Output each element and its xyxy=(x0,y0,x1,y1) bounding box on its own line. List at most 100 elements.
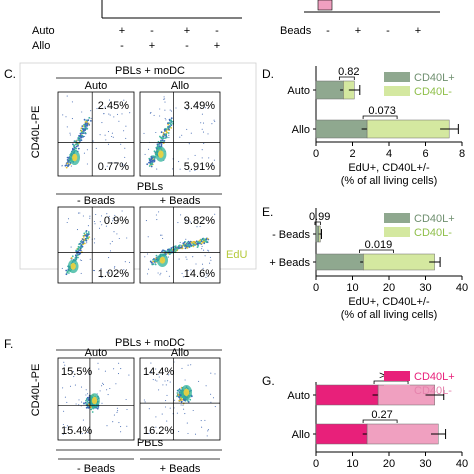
bar-segment-cd40l-pos xyxy=(315,80,344,100)
flow-dot xyxy=(161,136,163,139)
flow-dot xyxy=(167,256,169,258)
flow-dot xyxy=(78,404,80,406)
bar-segment-cd40l-pos xyxy=(315,423,368,445)
quadrant-value-upper-right: 2.45% xyxy=(98,100,129,112)
flow-dot xyxy=(120,431,122,433)
flow-dot xyxy=(107,143,110,145)
p-value-bracket xyxy=(362,419,398,423)
flow-dot xyxy=(196,242,199,245)
flow-dot xyxy=(115,162,117,164)
flow-dot xyxy=(210,393,212,395)
flow-dot xyxy=(150,165,153,168)
flow-dot xyxy=(101,276,103,278)
flow-dot xyxy=(113,116,115,118)
flow-dot xyxy=(81,433,83,435)
flow-dot xyxy=(208,157,210,159)
quadrant-value-lower-right: 14.6% xyxy=(184,268,215,280)
flow-dot xyxy=(148,268,150,270)
condition-name: Auto xyxy=(32,25,55,37)
flow-dot xyxy=(169,125,172,128)
flow-dot xyxy=(184,379,186,381)
condition-mark: + xyxy=(355,25,361,37)
flow-dot xyxy=(155,426,157,428)
flow-dot xyxy=(66,95,68,97)
x-tick-label: 10 xyxy=(346,282,358,294)
flow-dot xyxy=(190,132,192,134)
flow-dot xyxy=(83,152,85,154)
flow-dot xyxy=(197,244,200,247)
flow-dot xyxy=(161,139,164,142)
flow-dot xyxy=(167,380,169,382)
flow-dot xyxy=(170,247,173,249)
flow-dot xyxy=(62,114,64,116)
flow-dot xyxy=(186,422,188,424)
quadrant-value-upper-left: 14.4% xyxy=(143,366,174,378)
flow-dot xyxy=(87,225,89,227)
legend-label: CD40L- xyxy=(414,86,452,98)
flow-dot xyxy=(116,233,118,235)
flow-dot xyxy=(117,410,119,412)
flow-dot xyxy=(150,362,152,364)
flow-dot xyxy=(199,239,202,242)
flow-dot xyxy=(154,379,156,381)
flow-dot xyxy=(99,390,101,392)
flow-dot xyxy=(108,272,111,274)
flow-dot xyxy=(64,396,66,398)
quadrant-value-lower-right: 0.77% xyxy=(98,161,129,173)
flow-dot xyxy=(179,397,182,400)
legend-swatch xyxy=(384,385,410,395)
flow-dot xyxy=(77,256,79,259)
flow-dot xyxy=(95,213,97,216)
flow-dot xyxy=(162,237,164,240)
flow-dot xyxy=(179,394,182,397)
flow-dot xyxy=(203,249,205,251)
flow-dot xyxy=(100,215,103,217)
flow-dot xyxy=(158,376,160,378)
flow-dot xyxy=(209,262,211,264)
flow-panel-f: CD40L-PE PBLs + moDC PBLs Auto15.5%15.4%… xyxy=(30,337,222,474)
flow-dot xyxy=(156,143,159,146)
flow-dot xyxy=(164,98,166,100)
condition-mark: - xyxy=(120,40,124,52)
flow-dot xyxy=(123,99,125,101)
flow-dot xyxy=(180,246,183,249)
panel-label-d: D. xyxy=(262,67,274,81)
flow-dot xyxy=(157,272,159,274)
flow-dot xyxy=(87,431,89,433)
top-left-condition-table: Auto + - + - Allo - + - + xyxy=(32,25,220,52)
flow-dot xyxy=(200,420,202,422)
flow-dot xyxy=(145,220,147,222)
flow-dot xyxy=(192,256,194,258)
flow-dot xyxy=(79,242,81,245)
flow-dot xyxy=(80,272,82,274)
flow-dot xyxy=(73,147,76,150)
flow-dot xyxy=(152,379,154,381)
category-label: Auto xyxy=(287,390,310,402)
x-axis-label: EdU+, CD40L+/- xyxy=(348,162,430,174)
flow-dot xyxy=(129,112,131,114)
flow-dot xyxy=(79,132,82,135)
flow-dot xyxy=(61,164,63,166)
flow-dot xyxy=(101,122,103,124)
flow-f-bottom-labels: - Beads + Beads xyxy=(58,458,220,474)
flow-dot xyxy=(120,368,122,370)
flow-dot xyxy=(149,161,151,164)
flow-dot xyxy=(113,267,115,269)
flow-dot xyxy=(166,249,169,252)
flow-dot xyxy=(114,266,116,268)
flow-dot xyxy=(205,276,207,279)
legend-label: CD40L+ xyxy=(414,371,455,383)
flow-dot xyxy=(165,119,167,121)
legend-swatch xyxy=(384,371,410,381)
quadrant-value-upper-left: 15.5% xyxy=(61,366,92,378)
flow-dot xyxy=(123,269,125,271)
flow-dot xyxy=(169,407,171,409)
flow-dot xyxy=(155,416,157,418)
x-axis-label-units: (% of all living cells) xyxy=(341,175,438,187)
flow-dot xyxy=(79,212,81,214)
flow-dot xyxy=(207,249,209,251)
flow-dot xyxy=(118,237,120,240)
quadrant-value-lower-left: 16.2% xyxy=(143,425,174,437)
flow-dot xyxy=(194,433,197,435)
flow-dot xyxy=(126,425,128,427)
